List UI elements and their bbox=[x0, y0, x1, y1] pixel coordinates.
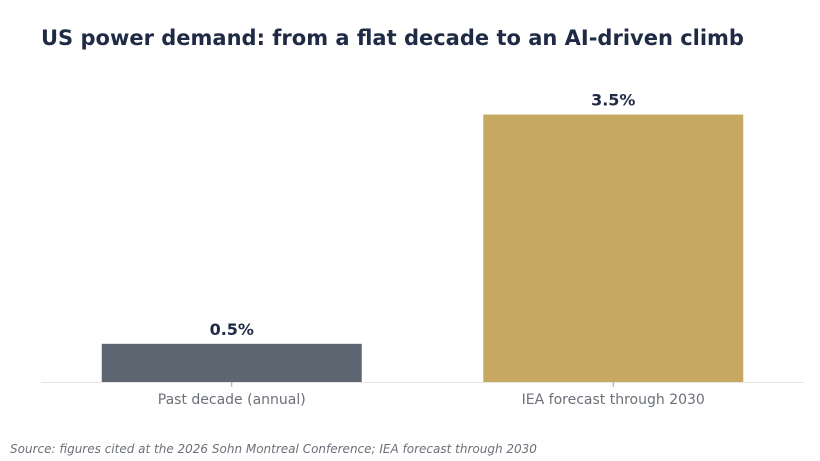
bar-chart: 0.5% Past decade (annual) 3.5% IEA forecast… bbox=[41, 91, 804, 408]
x-tick-label-2: IEA forecast through 2030 bbox=[522, 392, 705, 408]
bar-1 bbox=[101, 343, 362, 382]
bars-group: 0.5% Past decade (annual) 3.5% IEA forecast… bbox=[101, 91, 744, 408]
bar-value-label-1: 0.5% bbox=[210, 320, 254, 339]
bar-2 bbox=[483, 114, 744, 383]
x-tick-label-1: Past decade (annual) bbox=[158, 392, 306, 408]
source-note: Source: figures cited at the 2026 Sohn M… bbox=[10, 442, 537, 456]
bar-value-label-2: 3.5% bbox=[591, 91, 635, 110]
chart-title: US power demand: from a flat decade to a… bbox=[41, 26, 744, 50]
